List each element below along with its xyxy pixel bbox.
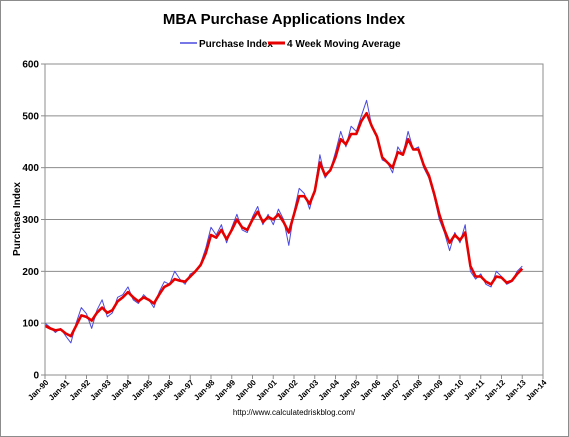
x-tick-label-Jan-04: Jan-04: [317, 378, 342, 403]
x-tick-label-Jan-08: Jan-08: [400, 378, 425, 403]
x-tick-label-Jan-94: Jan-94: [109, 378, 134, 403]
y-tick-label-300: 300: [22, 215, 39, 226]
series-line-1: [44, 111, 524, 338]
x-tick-label-Jan-14: Jan-14: [524, 378, 549, 403]
plot-area-border: [44, 63, 544, 376]
x-tick-label-Jan-11: Jan-11: [462, 378, 486, 402]
x-tick-label-Jan-05: Jan-05: [337, 378, 362, 403]
x-tick-label-Jan-99: Jan-99: [213, 378, 238, 403]
y-tick-label-100: 100: [22, 319, 39, 330]
x-tick-label-Jan-07: Jan-07: [379, 378, 404, 403]
x-tick-label-Jan-06: Jan-06: [358, 378, 383, 403]
chart-title: MBA Purchase Applications Index: [163, 11, 406, 28]
y-axis-title: Purchase Index: [12, 182, 23, 256]
y-tick-label-600: 600: [22, 60, 39, 71]
x-tick-label-Jan-12: Jan-12: [483, 378, 508, 403]
x-tick-label-Jan-98: Jan-98: [192, 378, 217, 403]
x-tick-label-Jan-13: Jan-13: [503, 378, 528, 403]
x-tick-label-Jan-91: Jan-91: [47, 378, 72, 403]
series-lines: [44, 99, 524, 344]
x-tick-label-Jan-00: Jan-00: [234, 378, 259, 403]
y-tick-label-400: 400: [22, 163, 39, 174]
x-tick-label-Jan-10: Jan-10: [441, 378, 466, 403]
legend: Purchase Index 4 Week Moving Average: [180, 39, 401, 50]
x-tick-label-Jan-97: Jan-97: [171, 378, 196, 403]
y-tick-label-500: 500: [22, 111, 39, 122]
x-tick-label-Jan-03: Jan-03: [296, 378, 321, 403]
x-tick-label-Jan-09: Jan-09: [420, 378, 445, 403]
y-tick-label-200: 200: [22, 267, 39, 278]
x-tick-label-Jan-02: Jan-02: [275, 378, 300, 403]
legend-label-moving-average: 4 Week Moving Average: [287, 39, 401, 50]
legend-label-purchase-index: Purchase Index: [199, 39, 273, 50]
source-url: http://www.calculatedriskblog.com/: [233, 408, 356, 417]
y-axis-ticks: 0 100 200 300 400 500 600: [22, 60, 45, 382]
x-tick-label-Jan-93: Jan-93: [88, 378, 113, 403]
y-tick-label-0: 0: [33, 371, 39, 382]
x-axis-ticks: Jan-90Jan-91Jan-92Jan-93Jan-94Jan-95Jan-…: [26, 375, 549, 402]
x-tick-label-Jan-01: Jan-01: [254, 378, 279, 403]
x-tick-label-Jan-92: Jan-92: [68, 378, 93, 403]
x-tick-label-Jan-95: Jan-95: [130, 378, 155, 403]
gridlines: [45, 63, 543, 376]
x-tick-label-Jan-96: Jan-96: [151, 378, 176, 403]
